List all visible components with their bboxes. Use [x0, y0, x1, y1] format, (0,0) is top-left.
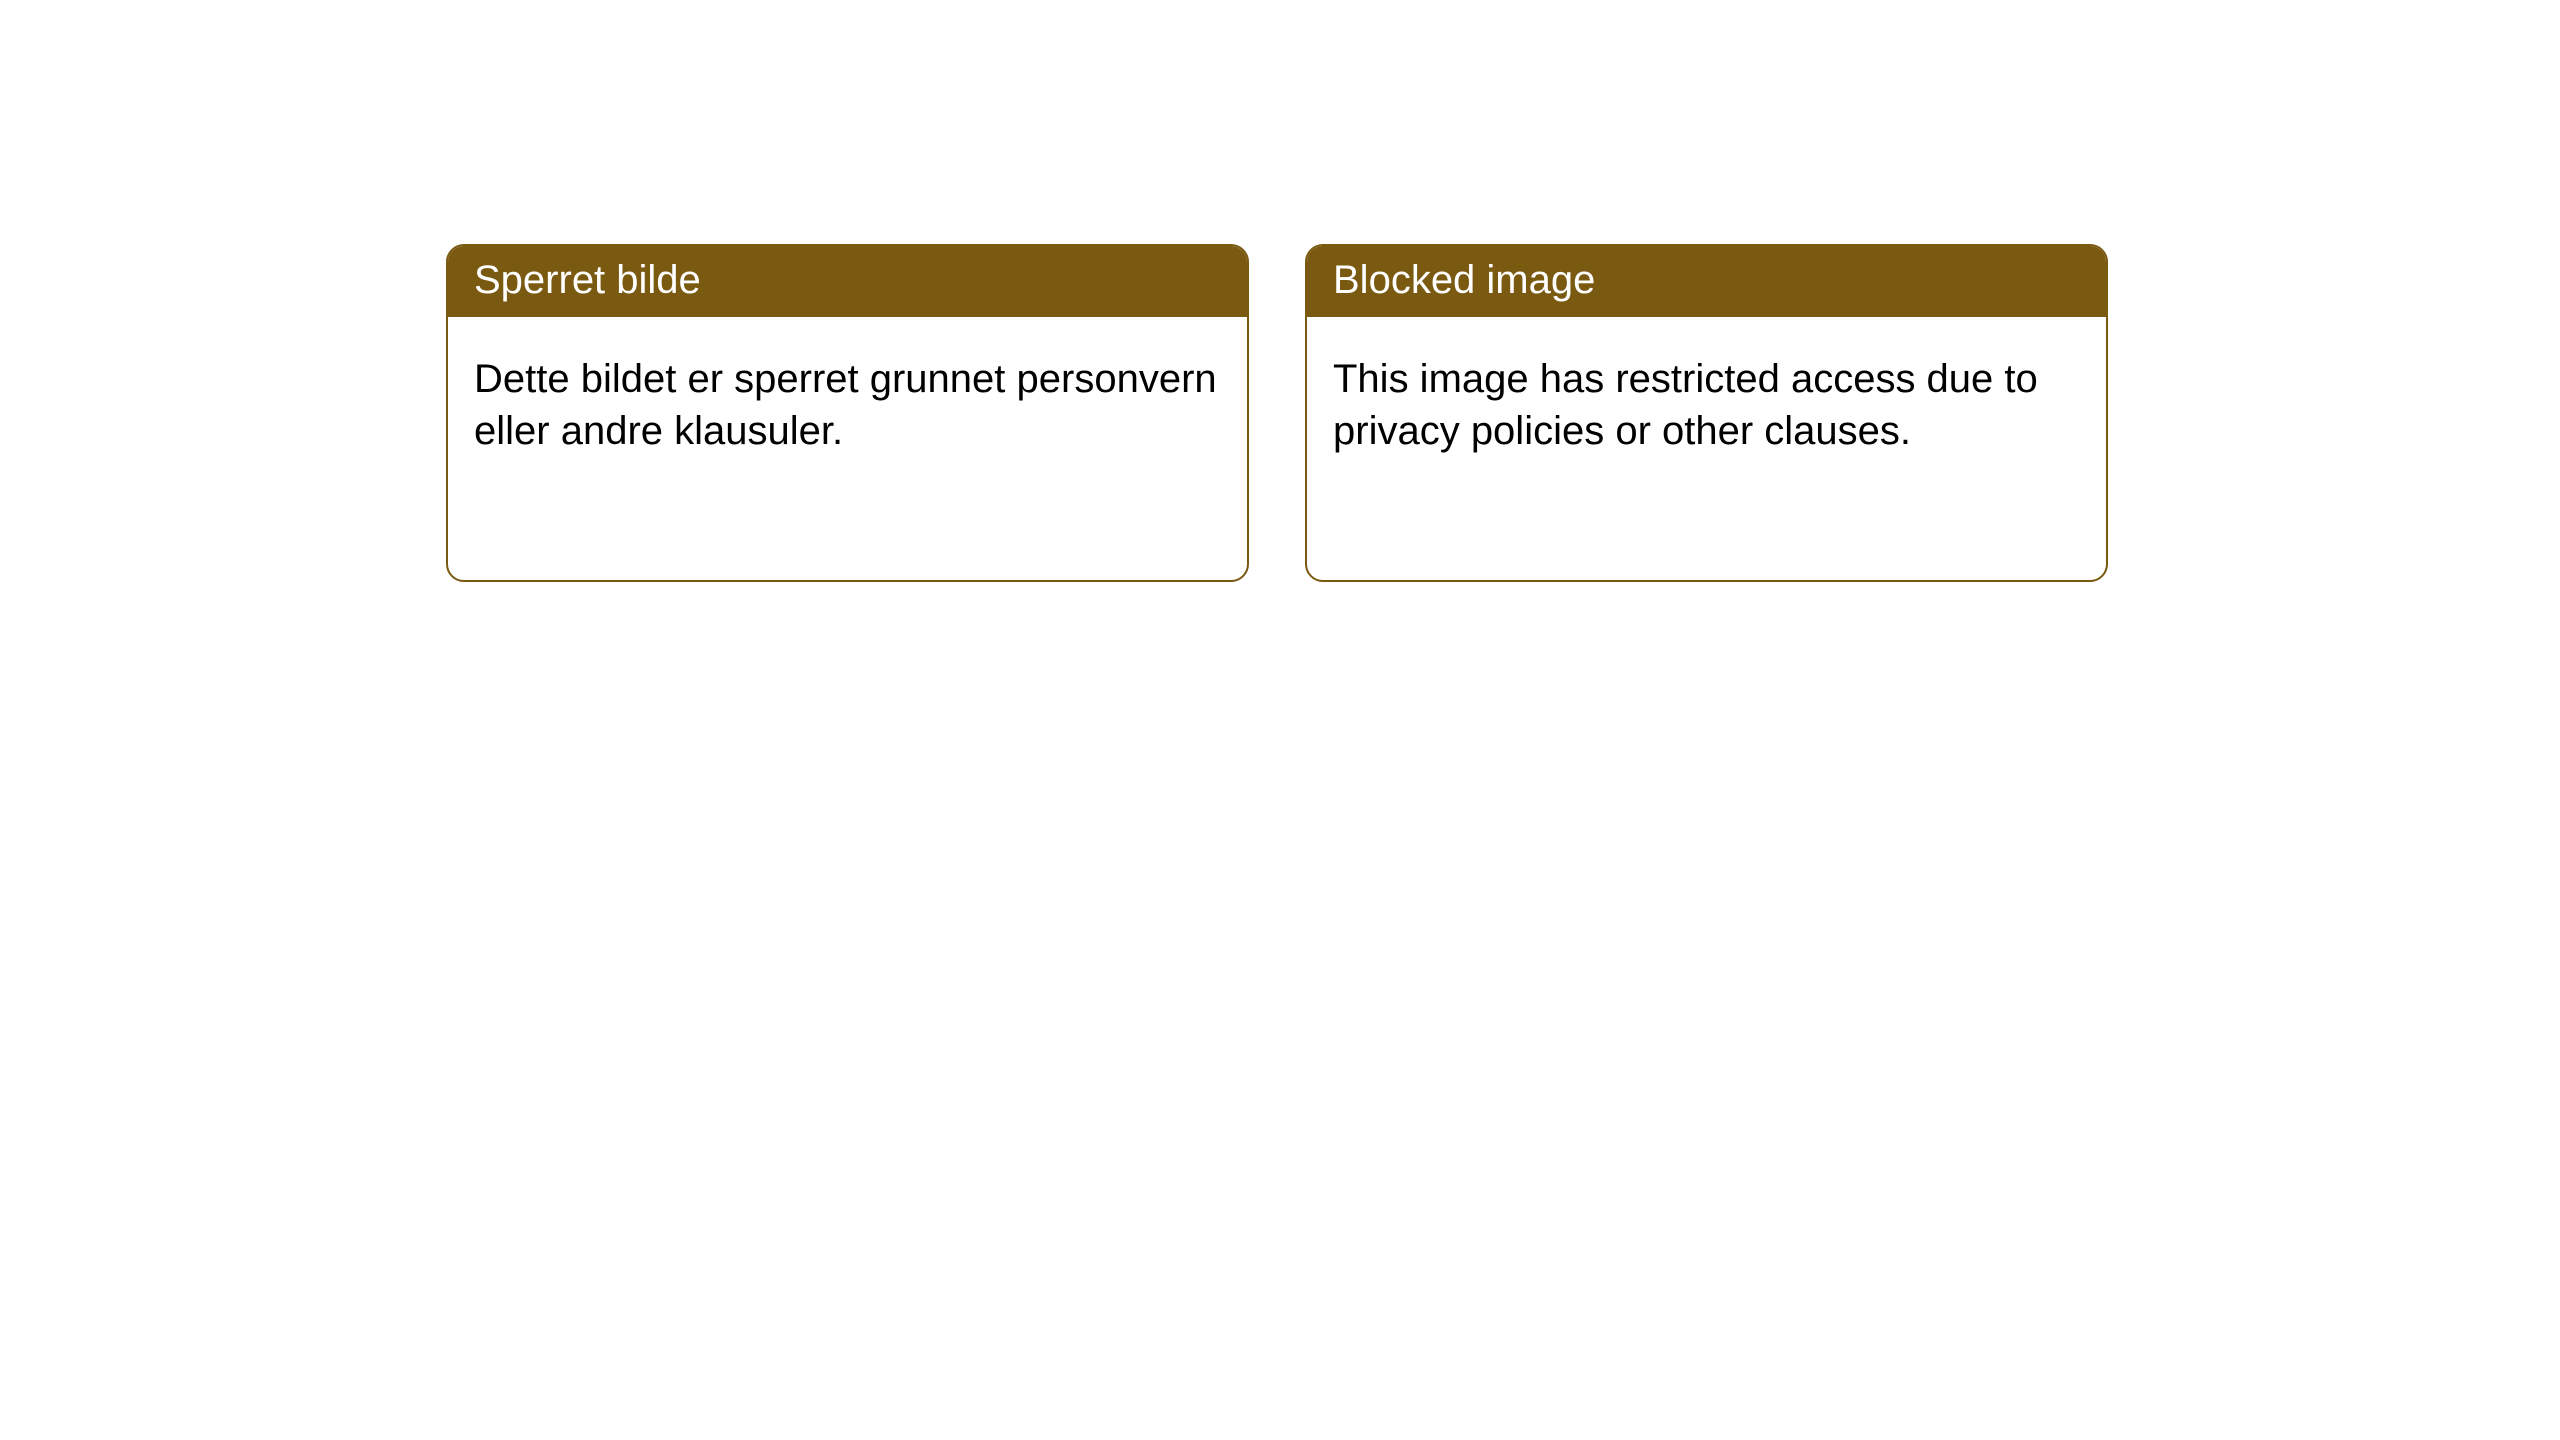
card-body-text: Dette bildet er sperret grunnet personve… — [474, 357, 1217, 453]
blocked-image-card-en: Blocked image This image has restricted … — [1305, 244, 2108, 582]
card-title: Blocked image — [1333, 258, 1595, 302]
blocked-image-card-no: Sperret bilde Dette bildet er sperret gr… — [446, 244, 1249, 582]
card-header: Sperret bilde — [448, 246, 1247, 317]
card-header: Blocked image — [1307, 246, 2106, 317]
card-title: Sperret bilde — [474, 258, 701, 302]
card-body: Dette bildet er sperret grunnet personve… — [448, 317, 1247, 477]
card-body-text: This image has restricted access due to … — [1333, 357, 2038, 453]
card-body: This image has restricted access due to … — [1307, 317, 2106, 477]
notice-cards-container: Sperret bilde Dette bildet er sperret gr… — [446, 244, 2560, 582]
